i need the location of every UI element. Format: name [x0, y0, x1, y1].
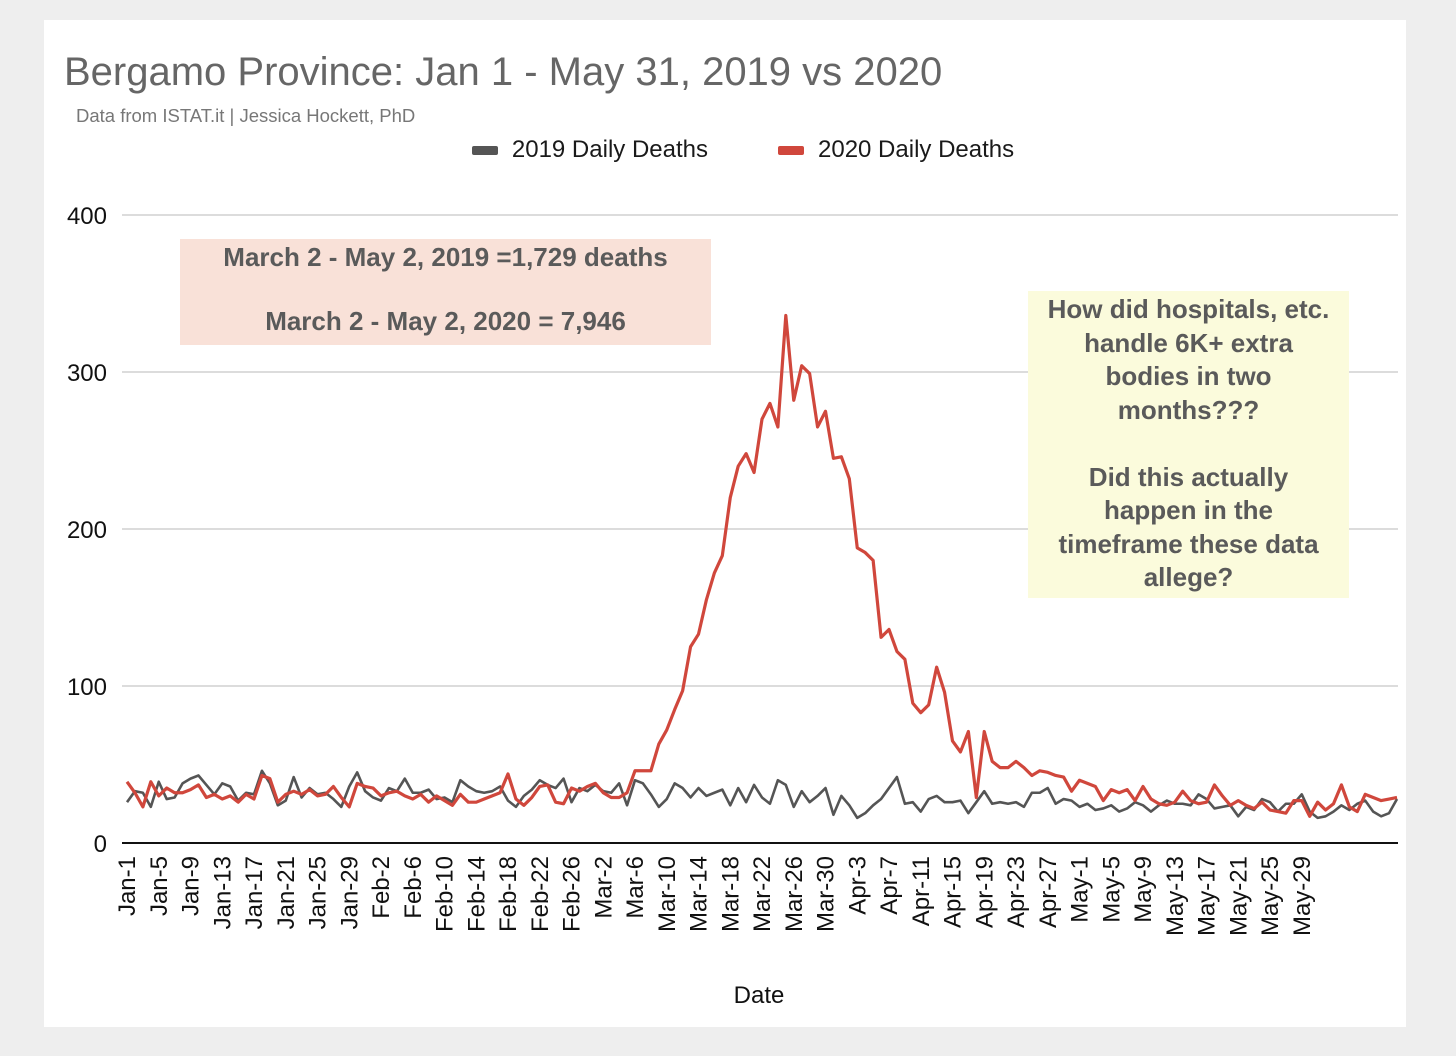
legend-item-2020: 2020 Daily Deaths	[778, 136, 1014, 164]
x-tick-label: Apr-23	[1003, 856, 1030, 928]
x-tick-label: Apr-11	[908, 856, 935, 926]
x-tick-label: Jan-29	[336, 856, 363, 929]
x-axis-ticks: Jan-1 Jan-5 Jan-9 Jan-13 Jan-17 Jan-21 Jan-25 J…	[114, 856, 1316, 936]
question-annotation-box: How did hospitals, etc. handle 6K+ extra…	[1028, 291, 1349, 598]
y-tick-label: 400	[67, 203, 107, 230]
x-tick-label: Apr-3	[844, 856, 871, 915]
x-tick-label: May-17	[1194, 856, 1221, 936]
stats-line-2020: March 2 - May 2, 2020 = 7,946	[265, 306, 626, 336]
x-tick-label: Feb-10	[432, 856, 459, 932]
stats-line-2019: March 2 - May 2, 2019 =1,729 deaths	[223, 242, 668, 272]
legend-swatch-2019	[471, 145, 498, 155]
x-tick-label: Jan-25	[305, 856, 332, 929]
legend-label-2020: 2020 Daily Deaths	[818, 136, 1015, 163]
y-tick-label: 200	[67, 517, 107, 544]
x-tick-label: May-1	[1067, 856, 1094, 923]
x-tick-label: Mar-26	[781, 856, 808, 932]
x-tick-label: Apr-15	[940, 856, 967, 928]
x-tick-label: Feb-14	[463, 856, 490, 932]
x-tick-label: May-25	[1257, 856, 1284, 936]
chart-subtitle: Data from ISTAT.it | Jessica Hockett, Ph…	[76, 105, 416, 126]
x-tick-label: Jan-21	[273, 856, 300, 929]
x-tick-label: Jan-1	[114, 856, 141, 916]
legend-swatch-2020	[778, 145, 804, 155]
x-tick-label: Apr-7	[876, 856, 903, 915]
x-tick-label: May-29	[1289, 856, 1316, 936]
x-tick-label: Feb-26	[559, 856, 586, 932]
x-tick-label: Feb-18	[495, 856, 522, 932]
stats-annotation-box: March 2 - May 2, 2019 =1,729 deaths Marc…	[180, 239, 711, 345]
x-tick-label: Feb-22	[527, 856, 554, 932]
series-line-2019	[125, 769, 1399, 820]
y-axis-ticks: 0 100 200 300 400	[67, 203, 107, 858]
x-tick-label: May-5	[1098, 856, 1125, 923]
x-tick-label: May-9	[1130, 856, 1157, 923]
x-tick-label: Jan-9	[178, 856, 205, 916]
x-axis-label: Date	[734, 982, 785, 1009]
x-tick-label: Feb-2	[368, 856, 395, 919]
x-tick-label: Mar-22	[749, 856, 776, 932]
x-tick-label: Jan-13	[209, 856, 236, 929]
x-tick-label: Jan-17	[241, 856, 268, 929]
x-tick-label: May-21	[1225, 856, 1252, 936]
x-tick-label: Mar-2	[590, 856, 617, 919]
chart-title: Bergamo Province: Jan 1 - May 31, 2019 v…	[64, 50, 943, 94]
x-tick-label: Mar-6	[622, 856, 649, 919]
x-tick-label: Apr-27	[1035, 856, 1062, 928]
y-tick-label: 0	[94, 831, 107, 858]
legend-label-2019: 2019 Daily Deaths	[511, 136, 708, 163]
x-tick-label: Apr-19	[971, 856, 998, 928]
x-tick-label: Mar-18	[717, 856, 744, 932]
y-tick-label: 300	[67, 360, 107, 387]
y-tick-label: 100	[67, 674, 107, 701]
series-lines	[125, 313, 1399, 820]
legend-item-2019: 2019 Daily Deaths	[471, 136, 708, 164]
x-tick-label: Feb-6	[400, 856, 427, 919]
x-tick-label: Mar-30	[813, 856, 840, 932]
x-tick-label: Mar-10	[654, 856, 681, 932]
x-tick-label: Jan-5	[146, 856, 173, 916]
x-tick-label: Mar-14	[686, 856, 713, 932]
x-tick-label: May-13	[1162, 856, 1189, 936]
legend: 2019 Daily Deaths 2020 Daily Deaths	[0, 136, 1456, 164]
series-line-2020	[125, 313, 1398, 818]
